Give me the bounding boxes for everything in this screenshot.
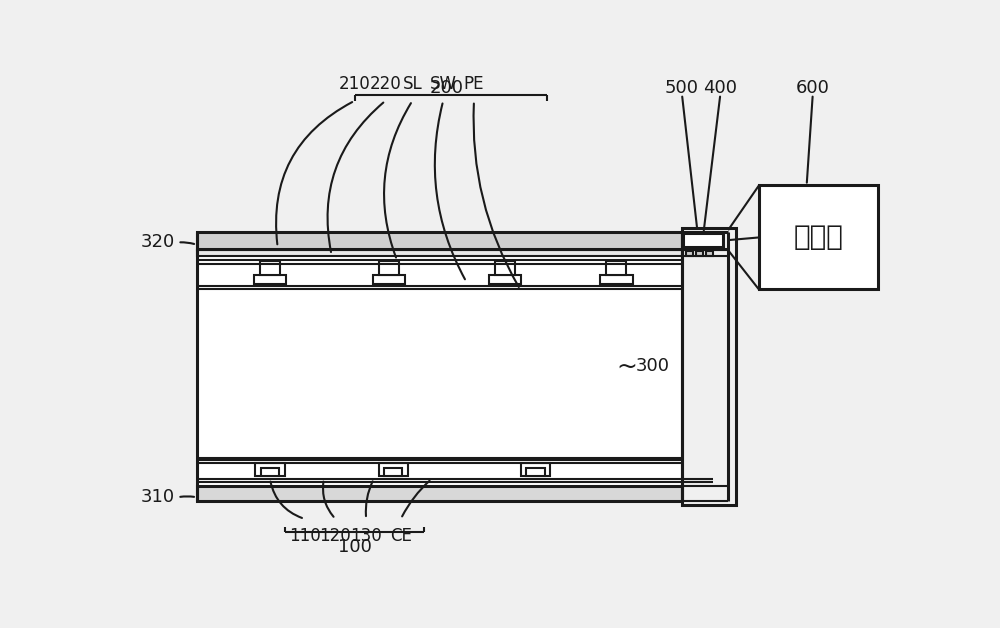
Text: CE: CE (390, 527, 412, 544)
Text: ~: ~ (616, 354, 637, 379)
Bar (197, 250, 682, 256)
Text: 200: 200 (430, 78, 464, 97)
Bar (197, 486, 682, 501)
Bar (759, 185, 878, 290)
Bar (379, 261, 399, 275)
Bar (682, 228, 736, 505)
Bar (254, 275, 286, 284)
Bar (686, 251, 693, 256)
Bar (489, 275, 521, 284)
Bar (379, 463, 408, 476)
Bar (260, 261, 280, 275)
Bar (683, 233, 723, 247)
Text: 110: 110 (289, 527, 320, 544)
Text: PE: PE (464, 75, 484, 93)
Text: 210: 210 (339, 75, 371, 93)
Text: 320: 320 (141, 234, 175, 251)
Bar (373, 275, 405, 284)
Text: 500: 500 (665, 78, 699, 97)
Text: 600: 600 (796, 78, 830, 97)
Text: 100: 100 (338, 538, 372, 556)
Bar (526, 468, 545, 476)
Bar (706, 251, 713, 256)
Bar (606, 261, 626, 275)
Bar (255, 463, 285, 476)
Text: SW: SW (430, 75, 457, 93)
Text: 120: 120 (320, 527, 351, 544)
Text: 310: 310 (141, 489, 175, 506)
Text: 130: 130 (350, 527, 382, 544)
Text: SL: SL (403, 75, 422, 93)
Bar (600, 275, 633, 284)
Bar (521, 463, 550, 476)
Bar (197, 232, 682, 249)
Text: 控制器: 控制器 (794, 224, 844, 251)
Bar (495, 261, 515, 275)
Bar (261, 468, 279, 476)
Text: 400: 400 (703, 78, 737, 97)
Bar (197, 232, 682, 501)
Bar (696, 251, 703, 256)
Bar (384, 468, 402, 476)
Text: 220: 220 (370, 75, 401, 93)
Text: 300: 300 (636, 357, 670, 376)
